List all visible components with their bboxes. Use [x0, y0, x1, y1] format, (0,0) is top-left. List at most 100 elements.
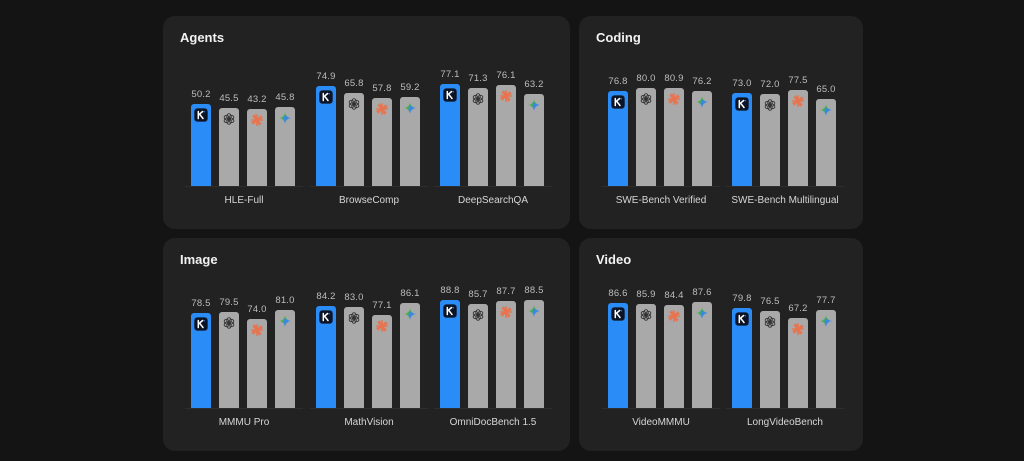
panel-title: Coding: [596, 30, 641, 45]
category-label: DeepSearchQA: [457, 195, 529, 206]
bar-openai: [344, 92, 364, 186]
data-label: 50.2: [191, 89, 211, 101]
data-label: 85.7: [468, 288, 488, 300]
data-label: 87.7: [496, 285, 516, 297]
gemini-sparkle-icon: [819, 103, 833, 117]
data-label: 84.2: [316, 290, 336, 302]
bar-openai: [344, 307, 364, 408]
data-label: 43.2: [247, 94, 267, 106]
claude-starburst-icon: [667, 309, 681, 323]
kimi-k-icon: [611, 307, 625, 321]
plot-area: 78.5 79.5 74.0 81.0 MMMU Pro 84.2 83.0 77.1 86.1…: [163, 238, 570, 451]
gemini-sparkle-icon: [278, 111, 292, 125]
bar-k: [316, 305, 336, 408]
plot-area: 86.6 85.9 84.4 87.6 VideoMMMU 79.8 76.5 67.2 77.…: [579, 238, 863, 451]
data-label: 63.2: [524, 79, 544, 91]
bar-gemini: [524, 94, 544, 186]
panel-agents: Agents 50.2 45.5 43.2 45.8 HLE-Full 74.9 65.8 5…: [163, 16, 570, 229]
gemini-sparkle-icon: [695, 95, 709, 109]
baseline: [726, 186, 844, 187]
plot-area: 76.8 80.0 80.9 76.2 SWE-Bench Verified 73.0 72…: [579, 16, 863, 229]
openai-icon: [639, 92, 653, 106]
panel-title: Agents: [180, 30, 225, 45]
data-label: 45.5: [219, 92, 239, 104]
bar-anthropic: [372, 98, 392, 186]
bar-anthropic: [372, 314, 392, 408]
bar-gemini: [816, 98, 836, 186]
claude-starburst-icon: [250, 113, 264, 127]
bar-group: 79.8 76.5 67.2 77.7 LongVideoBench: [726, 238, 844, 451]
bar-group: 74.9 65.8 57.8 59.2 BrowseComp: [310, 16, 428, 229]
bar-group: 77.1 71.3 76.1 63.2 DeepSearchQA: [434, 16, 552, 229]
baseline: [185, 408, 303, 409]
data-label: 80.0: [636, 73, 656, 85]
data-label: 77.7: [816, 294, 836, 306]
bar-anthropic: [496, 300, 516, 408]
data-label: 76.2: [692, 76, 712, 88]
category-label: LongVideoBench: [747, 417, 823, 428]
data-label: 79.5: [219, 296, 239, 308]
bar-gemini: [816, 309, 836, 408]
bar-gemini: [400, 97, 420, 186]
panel-title: Image: [180, 252, 218, 267]
category-label: VideoMMMU: [632, 417, 690, 428]
bar-k: [191, 312, 211, 408]
category-label: SWE-Bench Multilingual: [731, 195, 839, 206]
bar-anthropic: [247, 318, 267, 408]
data-label: 76.5: [760, 295, 780, 307]
openai-icon: [222, 112, 236, 126]
bar-anthropic: [664, 87, 684, 186]
claude-starburst-icon: [791, 322, 805, 336]
data-label: 83.0: [344, 292, 364, 304]
claude-starburst-icon: [499, 305, 513, 319]
bar-group: 78.5 79.5 74.0 81.0 MMMU Pro: [185, 238, 303, 451]
claude-starburst-icon: [667, 92, 681, 106]
gemini-sparkle-icon: [403, 307, 417, 321]
bar-gemini: [275, 309, 295, 408]
data-label: 67.2: [788, 303, 808, 315]
data-label: 59.2: [400, 82, 420, 94]
bar-gemini: [400, 303, 420, 408]
bar-group: 84.2 83.0 77.1 86.1 MathVision: [310, 238, 428, 451]
openai-icon: [347, 311, 361, 325]
bar-openai: [468, 303, 488, 408]
baseline: [434, 186, 552, 187]
data-label: 77.1: [372, 299, 392, 311]
bar-group: 50.2 45.5 43.2 45.8 HLE-Full: [185, 16, 303, 229]
data-label: 87.6: [692, 287, 712, 299]
baseline: [185, 186, 303, 187]
bar-group: 73.0 72.0 77.5 65.0 SWE-Bench Multilingual: [726, 16, 844, 229]
category-label: SWE-Bench Verified: [615, 195, 707, 206]
kimi-k-icon: [319, 309, 333, 324]
kimi-k-icon: [319, 89, 333, 104]
claude-starburst-icon: [375, 102, 389, 116]
data-label: 73.0: [732, 78, 752, 90]
data-label: 76.8: [608, 75, 628, 87]
baseline: [726, 408, 844, 409]
bar-openai: [219, 107, 239, 186]
claude-starburst-icon: [250, 323, 264, 337]
openai-icon: [471, 308, 485, 322]
bar-k: [608, 302, 628, 408]
bar-k: [191, 104, 211, 186]
bar-anthropic: [496, 84, 516, 186]
category-label: MathVision: [344, 417, 394, 428]
bar-group: 88.8 85.7 87.7 88.5 OmniDocBench 1.5: [434, 238, 552, 451]
category-label: OmniDocBench 1.5: [449, 417, 537, 428]
kimi-k-icon: [611, 94, 625, 109]
data-label: 74.0: [247, 303, 267, 315]
openai-icon: [763, 98, 777, 112]
openai-icon: [222, 316, 236, 330]
data-label: 85.9: [636, 288, 656, 300]
bar-k: [440, 299, 460, 408]
category-label: HLE-Full: [224, 195, 264, 206]
claude-starburst-icon: [791, 94, 805, 108]
openai-icon: [639, 308, 653, 322]
bar-anthropic: [664, 304, 684, 408]
baseline: [310, 186, 428, 187]
bar-anthropic: [788, 318, 808, 408]
kimi-k-icon: [735, 312, 749, 327]
openai-icon: [763, 315, 777, 329]
category-label: MMMU Pro: [218, 417, 270, 428]
bar-openai: [219, 311, 239, 408]
